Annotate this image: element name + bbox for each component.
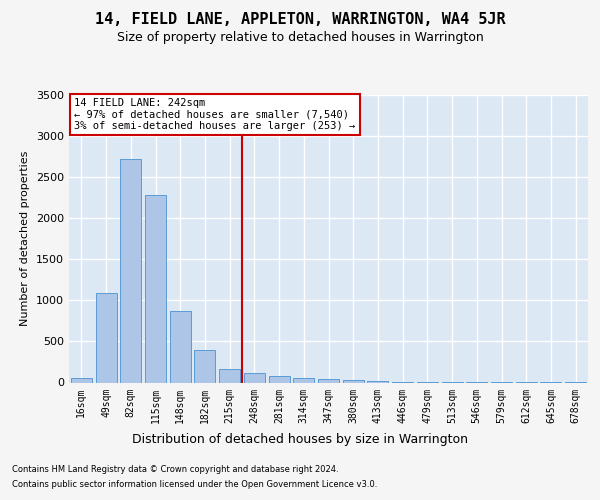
Text: 14, FIELD LANE, APPLETON, WARRINGTON, WA4 5JR: 14, FIELD LANE, APPLETON, WARRINGTON, WA… [95,12,505,28]
Bar [244,372,265,382]
Text: Size of property relative to detached houses in Warrington: Size of property relative to detached ho… [116,31,484,44]
Bar [219,370,240,382]
Text: Contains HM Land Registry data © Crown copyright and database right 2024.: Contains HM Land Registry data © Crown c… [12,465,338,474]
Bar [71,378,92,382]
Bar [145,195,166,382]
Text: Contains public sector information licensed under the Open Government Licence v3: Contains public sector information licen… [12,480,377,489]
Bar [318,379,339,382]
Bar [95,293,116,382]
Bar [194,350,215,382]
Bar [269,376,290,382]
Bar [170,311,191,382]
Bar [120,159,141,382]
Bar [293,378,314,382]
Text: 14 FIELD LANE: 242sqm
← 97% of detached houses are smaller (7,540)
3% of semi-de: 14 FIELD LANE: 242sqm ← 97% of detached … [74,98,355,131]
Y-axis label: Number of detached properties: Number of detached properties [20,151,31,326]
Text: Distribution of detached houses by size in Warrington: Distribution of detached houses by size … [132,432,468,446]
Bar [343,380,364,382]
